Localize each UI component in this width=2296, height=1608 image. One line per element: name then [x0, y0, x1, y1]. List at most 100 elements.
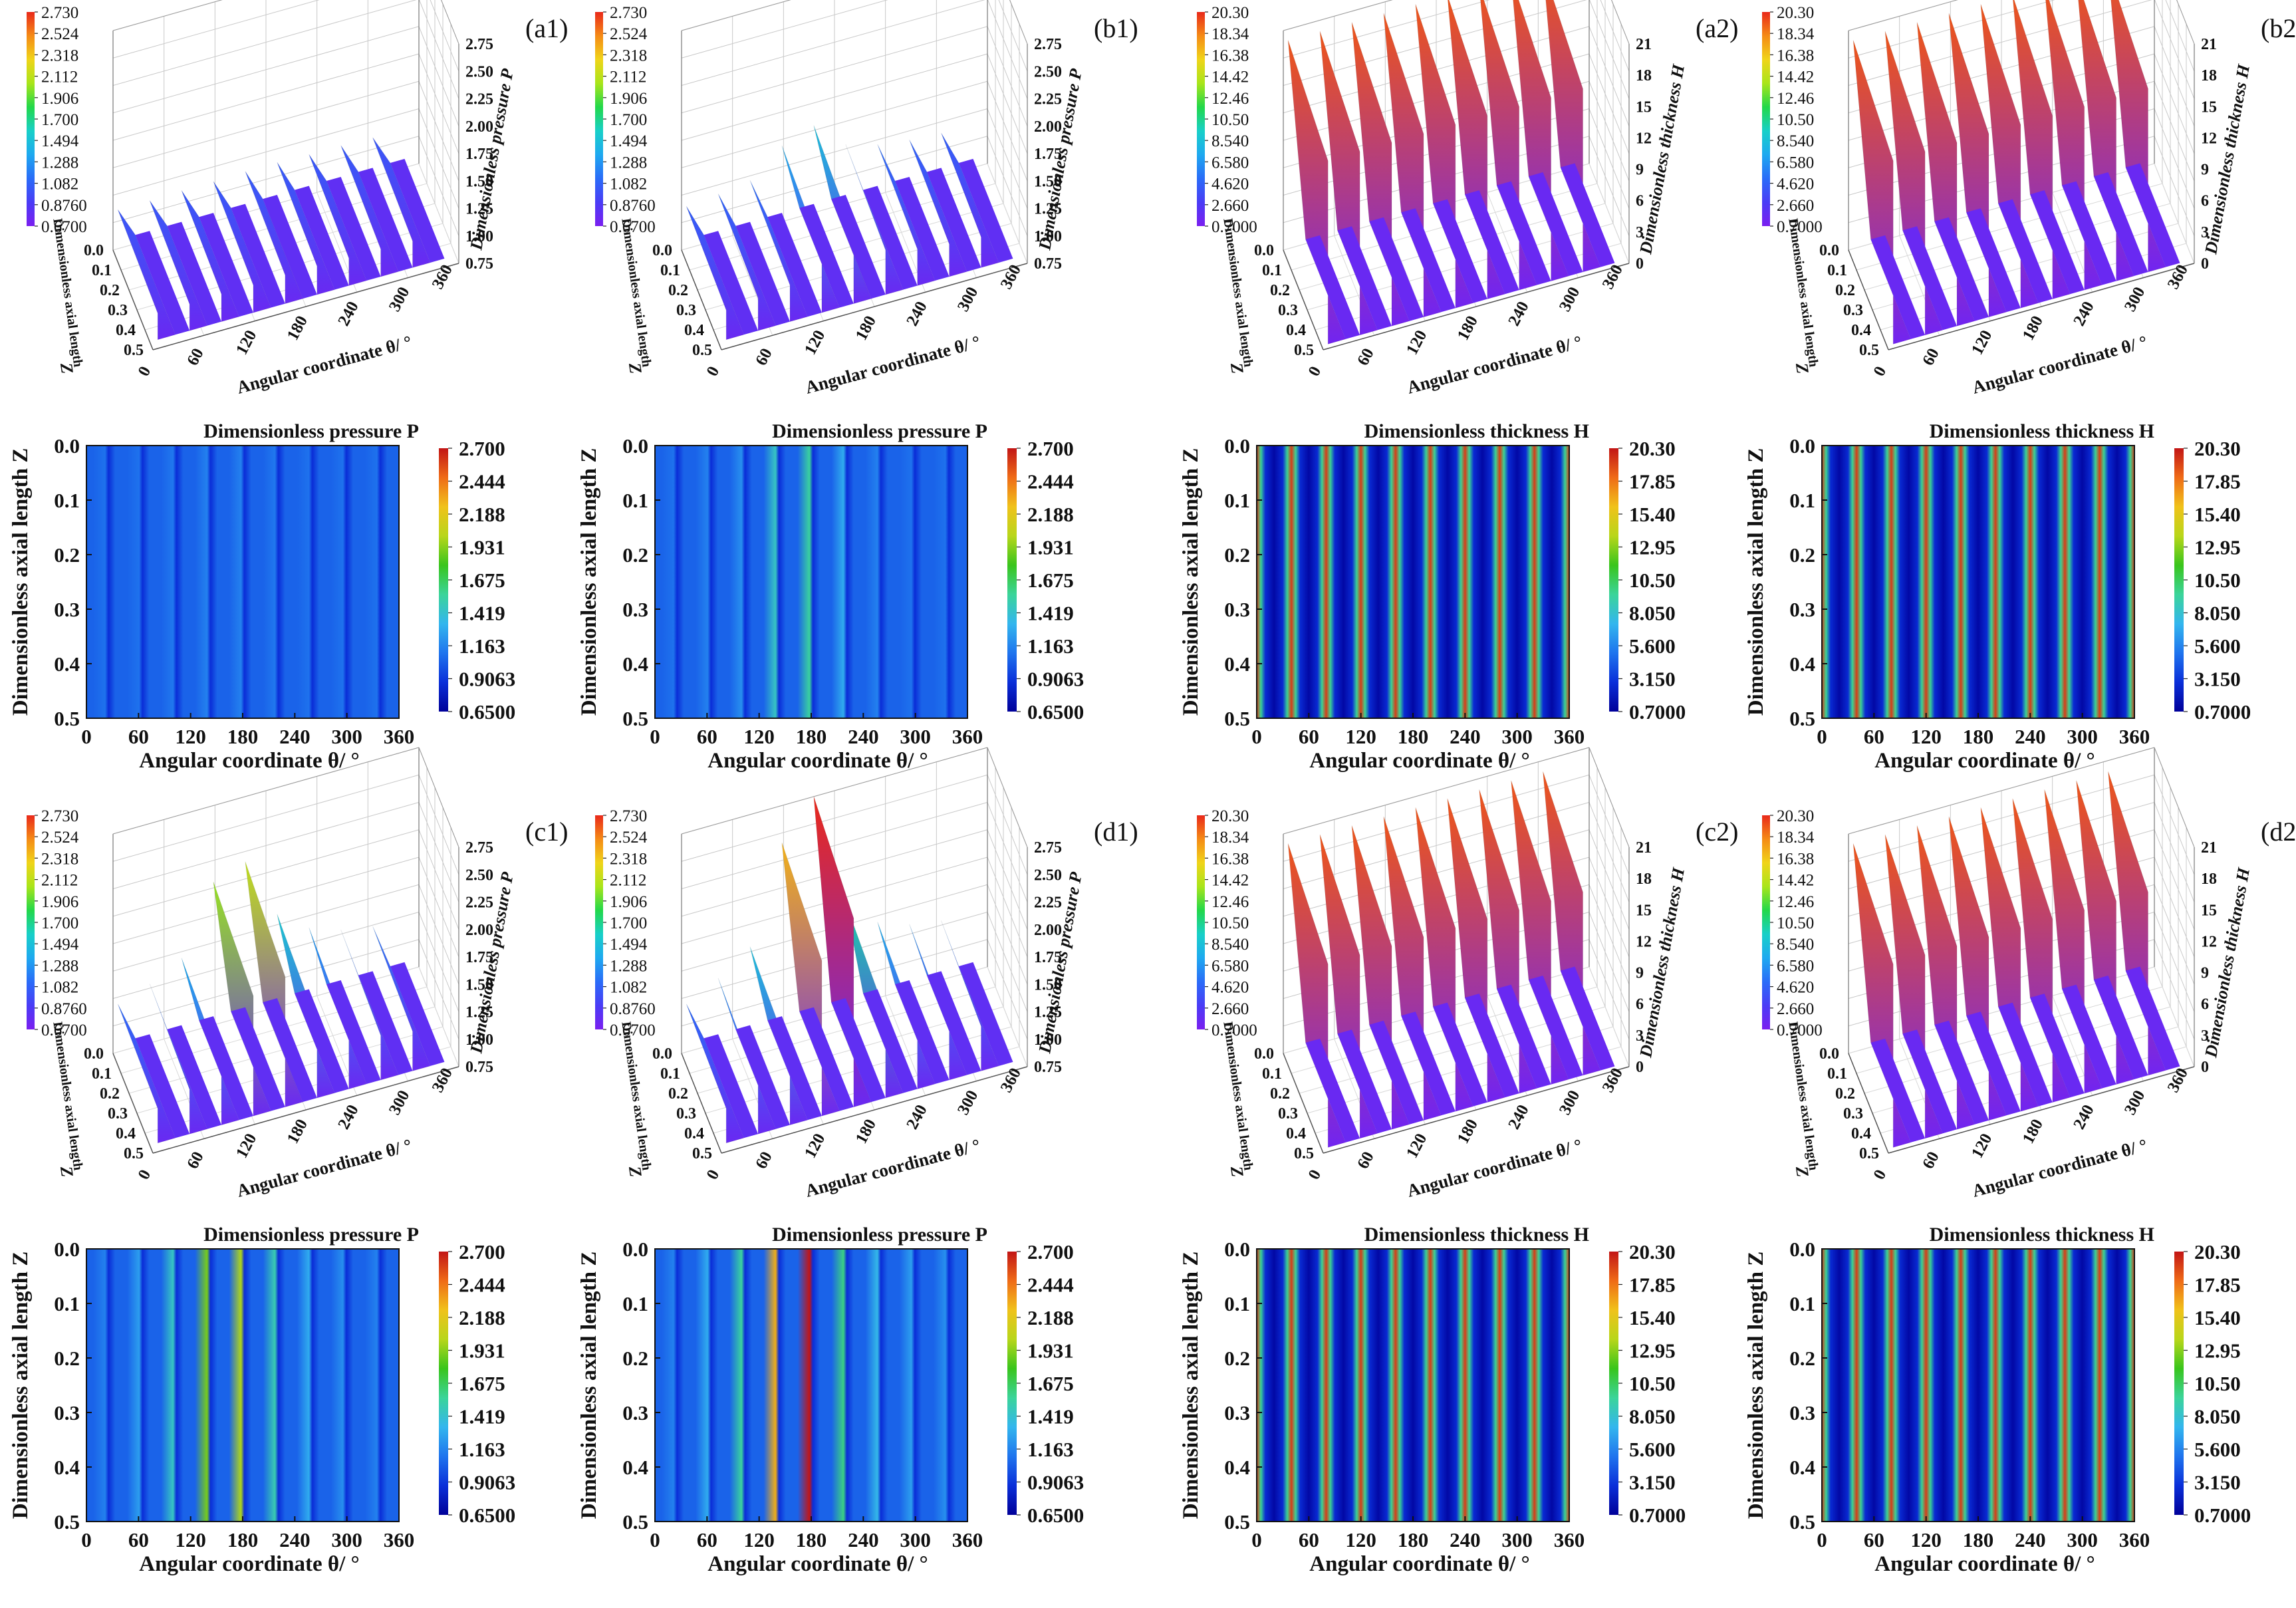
- colorbar-tick-label: 1.163: [459, 634, 505, 658]
- grid-line: [418, 53, 459, 154]
- colorbar-tick-label: 1.494: [41, 132, 79, 150]
- grid-line: [1950, 221, 1991, 321]
- axis-line: [1848, 0, 1958, 31]
- surface-trough: [895, 980, 950, 1085]
- colorbar-tick-label: 20.30: [2194, 1240, 2241, 1264]
- colorbar-tick-label: 1.082: [610, 979, 647, 997]
- grid-line: [2154, 53, 2195, 154]
- colorbar-tick-label: 20.30: [1629, 1240, 1676, 1264]
- contour-title: Dimensionless thickness H: [1930, 1224, 2154, 1246]
- z-tick-label: 0.3: [108, 302, 128, 319]
- grid-line: [987, 884, 1028, 985]
- colorbar-tick-label: 0.7000: [2194, 1504, 2251, 1527]
- theta-tick-label: 60: [752, 345, 776, 368]
- y-tick-label: 0.4: [1789, 1456, 1815, 1479]
- contour-title: Dimensionless pressure P: [203, 420, 419, 442]
- colorbar-tick-label: 10.50: [1212, 914, 1249, 932]
- theta-tick-label: 180: [2019, 1117, 2047, 1147]
- colorbar-2d-bar: [439, 1252, 448, 1515]
- theta-tick-label: 60: [1354, 345, 1378, 368]
- axis-line: [1848, 1053, 1889, 1154]
- colorbar-3d-bar: [27, 815, 35, 1029]
- colorbar-2d-bar: [1007, 448, 1017, 712]
- panel-d2: 060 120 180 240 3003600.00.10.20.30.40.50369…: [1785, 747, 2296, 1201]
- z-tick-label: 0.0: [1819, 242, 1839, 259]
- surface-ridge: [877, 144, 936, 287]
- x-tick-label: 240: [2015, 725, 2046, 748]
- surface-trough: [2030, 994, 2085, 1098]
- grid-line: [418, 163, 459, 264]
- z-axis-symbol: Z: [1227, 1164, 1247, 1178]
- surface-trough: [390, 962, 445, 1066]
- grid-line: [1589, 884, 1630, 985]
- colorbar-2d-bar: [2174, 1252, 2184, 1515]
- x-tick-label: 360: [384, 1528, 415, 1551]
- grid-line: [987, 0, 1028, 99]
- surface-ridge: [1383, 816, 1442, 1121]
- surface-trough: [2062, 984, 2116, 1089]
- surface-trough: [1401, 208, 1456, 313]
- surface-trough: [1465, 190, 1519, 295]
- surface-trough: [1465, 994, 1519, 1098]
- value-tick-label: 15: [2201, 98, 2217, 116]
- colorbar-tick-label: 12.95: [2194, 1339, 2241, 1363]
- y-tick-label: 0.4: [54, 652, 80, 676]
- colorbar-2d-bar: [1609, 1252, 1618, 1515]
- grid-line: [2154, 802, 2195, 902]
- colorbar-tick-label: 12.46: [1212, 893, 1249, 911]
- y-tick-label: 0.2: [1789, 543, 1815, 567]
- x-tick-label: 180: [1398, 1528, 1429, 1551]
- colorbar-tick-label: 0.6500: [1027, 700, 1084, 724]
- y-tick-label: 0.5: [1789, 707, 1815, 730]
- panel-label: (a2): [1696, 13, 1738, 43]
- theta-tick-label: 240: [903, 299, 930, 329]
- surface-ridge: [1948, 13, 2007, 318]
- colorbar-tick-label: 2.188: [459, 503, 505, 526]
- x-tick-label: 300: [1501, 1528, 1533, 1551]
- z-tick-label: 0.2: [1835, 1085, 1855, 1103]
- surface-trough: [1401, 1011, 1456, 1116]
- value-tick-label: 3: [2201, 224, 2209, 241]
- axis-line: [1283, 249, 1324, 350]
- grid-line: [2165, 0, 2195, 72]
- x-tick-label: 0: [650, 725, 660, 748]
- x-tick-label: 0: [81, 1528, 92, 1551]
- surface-trough: [295, 186, 349, 290]
- colorbar-tick-label: 5.600: [2194, 634, 2241, 658]
- value-tick-label: 1.50: [465, 173, 493, 190]
- y-tick-label: 0.5: [1224, 707, 1250, 730]
- panel-label: (b1): [1094, 13, 1138, 43]
- colorbar-d1m: 2.700 2.444 2.188 1.931 1.675 1.419 1.163 0.906…: [1007, 1240, 1084, 1527]
- theta-tick-label: 240: [1505, 299, 1532, 329]
- contour-field: [1257, 446, 1569, 718]
- colorbar-tick-label: 0.7000: [2194, 700, 2251, 724]
- value-tick-label: 1.00: [465, 228, 493, 245]
- z-tick-label: 0.2: [100, 282, 120, 299]
- surface-ridge: [245, 861, 303, 1108]
- axis-line: [112, 1053, 154, 1154]
- z-tick-label: 0.1: [660, 262, 680, 279]
- value-tick-label: 18: [2201, 871, 2217, 888]
- x-tick-label: 240: [1450, 1528, 1481, 1551]
- x-tick-label: 180: [1398, 725, 1429, 748]
- z-axis-title: Dimensionless axial length: [618, 217, 654, 368]
- surface-trough: [358, 971, 413, 1075]
- theta-tick-label: 120: [801, 327, 829, 358]
- theta-tick-label: 300: [386, 284, 413, 315]
- theta-tick-label: 240: [2070, 299, 2097, 329]
- surface-ridge: [2110, 0, 2166, 273]
- colorbar-tick-label: 5.600: [2194, 1438, 2241, 1461]
- theta-tick-label: 60: [1919, 345, 1943, 368]
- colorbar-3d-bar: [1762, 12, 1770, 226]
- surface-trough: [390, 158, 445, 263]
- y-tick-label: 0.4: [622, 1456, 648, 1479]
- value-tick-label: 2.75: [465, 36, 493, 53]
- y-tick-label: 0.5: [622, 707, 648, 730]
- theta-tick-label: 0: [703, 1167, 723, 1183]
- y-tick-label: 0.3: [622, 598, 648, 621]
- surface-trough: [1528, 976, 1583, 1080]
- colorbar-tick-label: 10.50: [1629, 569, 1676, 592]
- axis-line: [987, 747, 1028, 848]
- value-tick-label: 2.50: [465, 63, 493, 80]
- value-tick-label: 18: [2201, 67, 2217, 84]
